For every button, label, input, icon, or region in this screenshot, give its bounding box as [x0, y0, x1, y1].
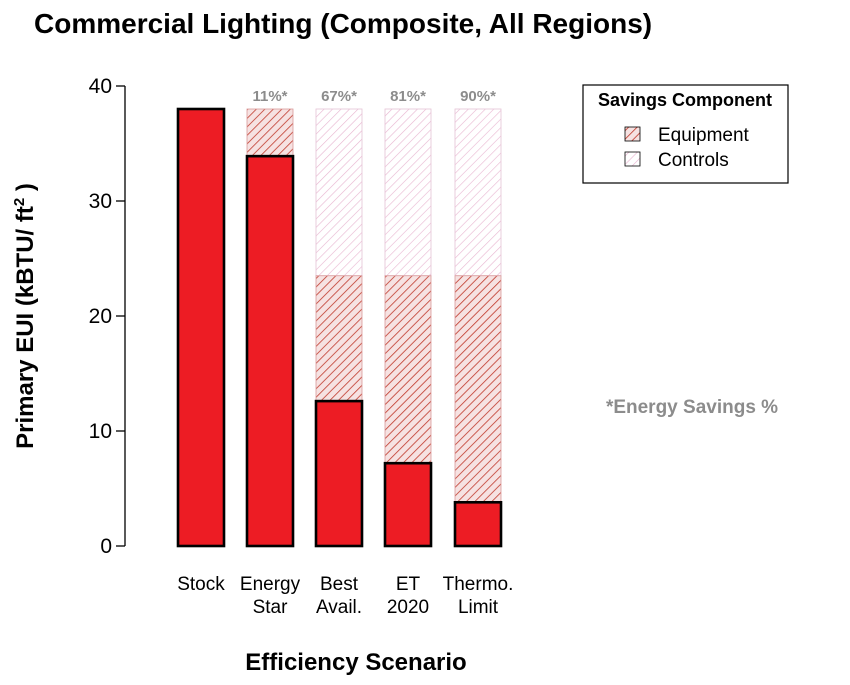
legend-swatch-controls	[624, 151, 641, 167]
bar-eui-2	[314, 399, 364, 548]
x-tick-label-3-1: 2020	[387, 597, 429, 618]
y-axis: 0 10 20 30 40	[89, 75, 126, 558]
bars	[176, 107, 503, 548]
x-tick-label-2-1: Avail.	[316, 597, 362, 618]
y-tick-label-40: 40	[89, 75, 112, 98]
bar-eui-0	[176, 107, 226, 548]
x-axis-title: Efficiency Scenario	[245, 649, 466, 676]
bar-equipment-4	[454, 275, 502, 503]
energy-savings-note: *Energy Savings %	[606, 397, 778, 418]
y-axis-title-text: Primary EUI (kBTU/ ft	[12, 206, 39, 449]
x-tick-label-4-0: Thermo.	[443, 574, 514, 595]
savings-label-3: 81%*	[390, 88, 426, 105]
x-tick-label-0-0: Stock	[177, 574, 225, 595]
legend-label-equipment: Equipment	[658, 125, 750, 146]
bar-controls-2	[315, 108, 363, 277]
bar-controls-3	[384, 108, 432, 277]
bar-equipment-3	[384, 275, 432, 464]
savings-label-1: 11%*	[252, 88, 287, 105]
legend-label-controls: Controls	[658, 150, 729, 171]
y-axis-title-superscript: 2	[11, 198, 28, 206]
x-tick-label-2-0: Best	[320, 574, 359, 595]
y-tick-label-10: 10	[89, 420, 112, 443]
legend-swatch-equipment	[624, 126, 641, 142]
y-tick-label-20: 20	[89, 305, 112, 328]
legend: Savings Component Equipment Controls	[582, 84, 789, 184]
savings-label-4: 90%*	[460, 88, 496, 105]
y-axis-title-end: )	[12, 183, 39, 198]
legend-box	[582, 84, 789, 184]
x-tick-label-4-1: Limit	[458, 597, 499, 618]
x-tick-label-1-1: Star	[253, 597, 289, 618]
bar-equipment-2	[315, 275, 363, 402]
y-axis-title: Primary EUI (kBTU/ ft2 )	[11, 183, 39, 449]
bar-eui-1	[245, 154, 295, 548]
chart-title: Commercial Lighting (Composite, All Regi…	[34, 8, 652, 39]
bar-equipment-1	[246, 108, 294, 157]
bar-controls-4	[454, 108, 502, 277]
bar-eui-3	[383, 461, 433, 548]
y-tick-label-30: 30	[89, 190, 112, 213]
bar-eui-4	[453, 500, 503, 548]
x-tick-label-1-0: Energy	[240, 574, 301, 595]
savings-labels: 11%* 67%* 81%* 90%*	[252, 88, 496, 105]
legend-title: Savings Component	[598, 90, 772, 110]
x-tick-label-3-0: ET	[396, 574, 421, 595]
savings-label-2: 67%*	[321, 88, 357, 105]
y-tick-label-0: 0	[100, 535, 112, 558]
